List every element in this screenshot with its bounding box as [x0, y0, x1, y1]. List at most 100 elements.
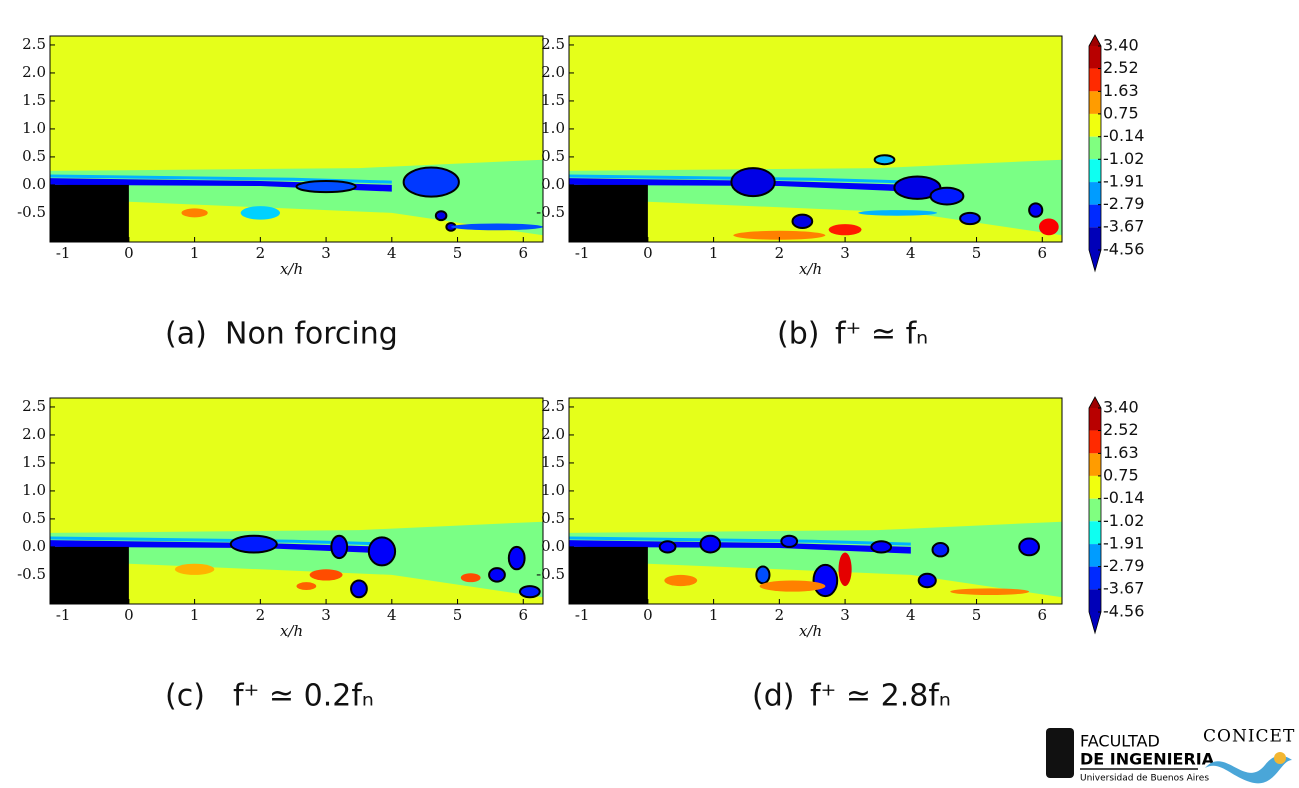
shear-layer	[569, 540, 911, 554]
council-sun	[1274, 752, 1286, 764]
x-tick-label: 2	[256, 244, 266, 262]
colorbar-tick-label: -0.14	[1103, 126, 1144, 145]
university-name: Universidad de Buenos Aires	[1080, 774, 1209, 784]
contour-field	[569, 398, 1062, 604]
y-tick-label: 0.5	[22, 509, 46, 527]
colorbar-tick-label: 0.75	[1103, 465, 1139, 484]
x-tick-label: 5	[972, 244, 982, 262]
vortex	[330, 534, 349, 560]
vortex	[959, 211, 981, 226]
vortex	[350, 579, 368, 599]
x-tick-label: 3	[321, 244, 331, 262]
colorbar-extend-top	[1089, 397, 1101, 408]
x-tick-label: 1	[709, 244, 719, 262]
shear-layer-edge	[569, 174, 911, 184]
x-tick-label: 2	[775, 244, 785, 262]
faculty-sub: DE INGENIERIA	[1080, 750, 1215, 769]
panel-caption: f⁺ ≃ fₙ	[835, 317, 928, 352]
x-tick-label: -1	[56, 244, 71, 262]
x-axis-label: x/h	[799, 260, 822, 278]
y-tick-label: 1.0	[541, 119, 565, 137]
vortex	[240, 206, 281, 220]
x-tick-label: 4	[906, 606, 916, 624]
panel: -1 0 1 2 3 4 5 6 2.5 2.0 1.5 1.0 0.5 0.0 -0.5 x/h (b) f⁺ …	[536, 34, 1144, 352]
colorbar-band	[1089, 227, 1101, 250]
y-tick-label: 1.0	[22, 481, 46, 499]
colorbar-tick-label: -3.67	[1103, 217, 1144, 236]
colorbar-band	[1089, 566, 1101, 590]
colorbar-tick-label: -4.56	[1103, 240, 1144, 259]
vortex	[759, 580, 826, 592]
y-tick-label: -0.5	[17, 203, 46, 221]
colorbar-tick-label: -0.14	[1103, 488, 1144, 507]
colorbar-band	[1089, 521, 1101, 545]
colorbar-tick-label: -1.02	[1103, 511, 1144, 530]
x-tick-label: 6	[1038, 606, 1048, 624]
vortex	[450, 223, 543, 231]
y-tick-label: 2.5	[22, 35, 46, 53]
colorbar-tick-label: -1.91	[1103, 534, 1144, 553]
vortex	[181, 208, 208, 218]
contour-field	[50, 36, 543, 242]
colorbar-tick-label: 2.52	[1103, 58, 1139, 77]
plot-frame	[568, 397, 1063, 605]
y-tick-label: 0.5	[541, 509, 565, 527]
x-tick-label: 4	[387, 606, 397, 624]
x-tick-label: -1	[56, 606, 71, 624]
x-tick-label: 1	[190, 606, 200, 624]
vortex	[730, 167, 776, 198]
colorbar-extend-bottom	[1089, 612, 1101, 633]
council-name: CONICET	[1203, 727, 1295, 747]
colorbar-tick-label: 2.52	[1103, 420, 1139, 439]
y-tick-label: 2.5	[541, 35, 565, 53]
step-body	[50, 184, 129, 242]
vortex	[309, 569, 343, 581]
y-tick-label: 2.5	[22, 397, 46, 415]
y-tick-label: 0.0	[541, 175, 565, 193]
x-tick-label: 3	[321, 606, 331, 624]
colorbar-band	[1089, 68, 1101, 92]
faculty-emblem	[1046, 728, 1074, 778]
vortex	[699, 534, 722, 554]
shear-layer	[50, 540, 392, 554]
colorbar-tick-label: -2.79	[1103, 194, 1144, 213]
colorbar-tick-label: 1.63	[1103, 443, 1139, 462]
vortex	[460, 573, 481, 583]
y-tick-label: -0.5	[17, 565, 46, 583]
y-tick-label: 1.5	[22, 453, 46, 471]
colorbar-band	[1089, 136, 1101, 160]
colorbar-tick-label: 0.75	[1103, 103, 1139, 122]
plot-frame	[49, 35, 544, 243]
x-tick-label: 2	[775, 606, 785, 624]
panel-caption: Non forcing	[225, 317, 398, 352]
vortex	[1038, 218, 1059, 236]
contour-field	[50, 398, 543, 604]
y-tick-label: -0.5	[536, 203, 565, 221]
panel: -1 0 1 2 3 4 5 6 2.5 2.0 1.5 1.0 0.5 0.0 -0.5 x/h (a) Non…	[17, 35, 544, 352]
y-tick-label: 1.0	[22, 119, 46, 137]
vortex	[658, 540, 677, 554]
x-tick-label: 4	[387, 244, 397, 262]
council-emblem	[1205, 755, 1292, 784]
x-tick-label: -1	[575, 606, 590, 624]
y-tick-label: 1.5	[22, 91, 46, 109]
vortex	[950, 588, 1030, 596]
vortex	[755, 565, 771, 585]
vortex	[507, 545, 526, 571]
x-axis-label: x/h	[280, 260, 303, 278]
plot-frame	[49, 397, 544, 605]
step-body	[569, 184, 648, 242]
vortex	[812, 563, 839, 598]
vortex	[873, 154, 896, 166]
vortex	[664, 574, 698, 587]
vortex	[488, 567, 506, 583]
x-tick-label: 6	[519, 244, 529, 262]
y-tick-label: 1.5	[541, 91, 565, 109]
x-tick-label: 5	[453, 244, 463, 262]
colorbar-extend-bottom	[1089, 250, 1101, 271]
colorbar-band	[1089, 408, 1101, 431]
colorbar-band	[1089, 204, 1101, 228]
x-tick-label: 0	[124, 606, 134, 624]
x-tick-label: 6	[1038, 244, 1048, 262]
